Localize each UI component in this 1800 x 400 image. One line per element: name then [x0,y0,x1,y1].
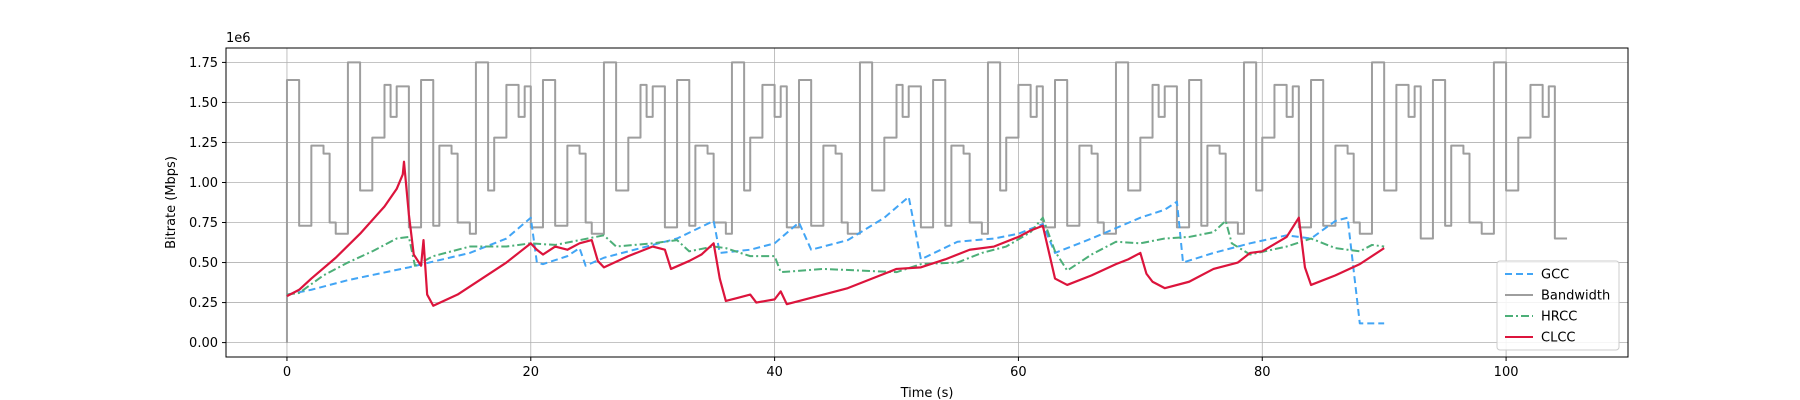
axis-ticks: 0 20 40 60 80 100 0.00 0.25 0.50 0.75 1.00 1.25 1.50… [189,56,1518,380]
legend-label-gcc: GCC [1541,268,1569,283]
y-tick-label: 0.75 [189,216,218,231]
x-tick-label: 80 [1254,365,1271,380]
y-tick-label: 1.00 [189,176,218,191]
series-line-clcc [286,160,1385,307]
series-line-bandwidth [285,61,1568,343]
x-tick-label: 100 [1494,365,1519,380]
grid-lines [226,48,1628,357]
y-tick-label: 1.75 [189,56,218,71]
series-layer [285,61,1568,343]
series-line-hrcc [286,216,1385,296]
y-tick-label: 0.25 [189,296,218,311]
x-axis-label: Time (s) [900,386,954,400]
legend: GCC Bandwidth HRCC CLCC [1496,260,1620,351]
plot-frame [225,47,1629,358]
legend-label-clcc: CLCC [1541,331,1575,346]
y-tick-label: 1.50 [189,96,218,111]
legend-label-hrcc: HRCC [1541,310,1577,325]
legend-box [1496,260,1620,351]
series-line-gcc [286,195,1385,325]
x-tick-label: 60 [1010,365,1027,380]
y-tick-label: 1.25 [189,136,218,151]
y-offset-label: 1e6 [226,31,251,46]
x-tick-label: 40 [766,365,783,380]
y-tick-label: 0.00 [189,336,218,351]
x-tick-label: 20 [523,365,540,380]
legend-label-bandwidth: Bandwidth [1541,289,1610,304]
y-axis-label: Bitrate (Mbps) [164,156,179,249]
x-tick-label: 0 [283,365,291,380]
y-tick-label: 0.50 [189,256,218,271]
